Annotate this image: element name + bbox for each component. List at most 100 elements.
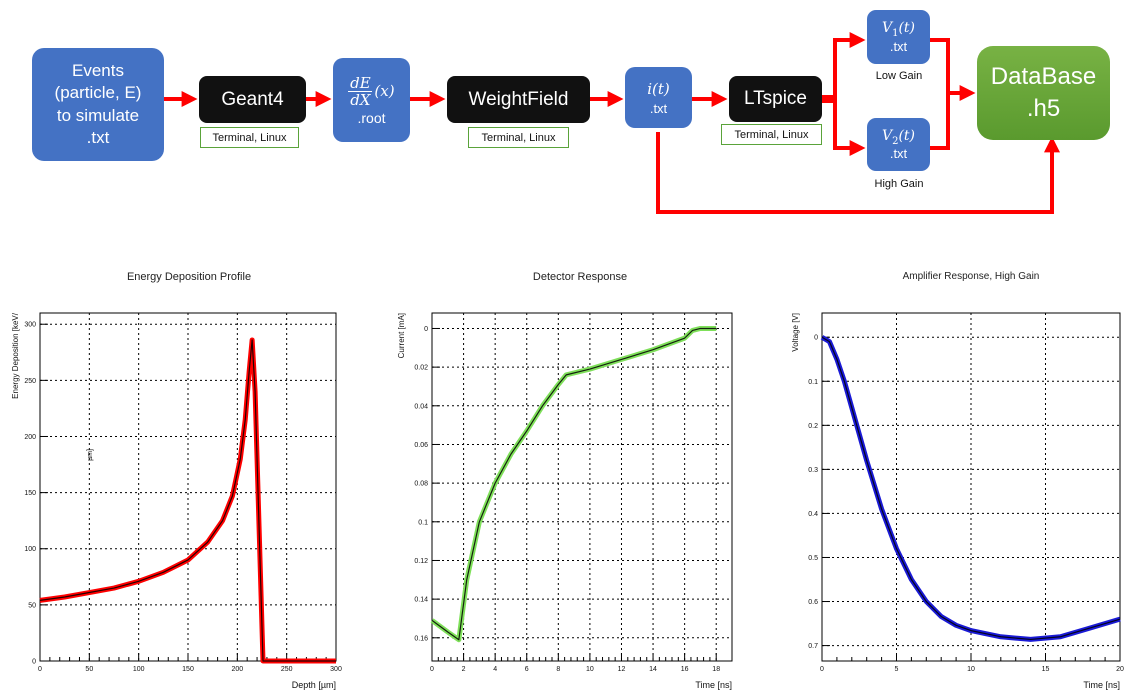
it-extension: .txt: [649, 100, 668, 116]
v2-box: V2(t) .txt: [867, 118, 930, 171]
x-tick-label: 14: [649, 666, 657, 673]
geant4-box: Geant4: [199, 76, 306, 123]
weightfield-box: WeightField: [447, 76, 590, 123]
x-tick-label: 8: [556, 666, 560, 673]
weightfield-label: WeightField: [468, 88, 569, 110]
v1-symbol: V: [881, 20, 893, 37]
y-tick-label: 0.1: [418, 519, 428, 526]
x-tick-label: 10: [967, 666, 975, 673]
it-math: i(t): [647, 79, 670, 98]
x-tick-label: 2: [462, 666, 466, 673]
geant4-note: Terminal, Linux: [200, 127, 299, 148]
ltspice-label: LTspice: [743, 88, 807, 109]
chart2-title: Detector Response: [532, 271, 628, 283]
y-tick-label: 0.2: [808, 423, 818, 430]
x-tick-label: 4: [493, 666, 497, 673]
v1-argument: (t): [898, 20, 916, 37]
events-line-1: Events: [72, 61, 124, 81]
dedx-box: dE dX (x) .root: [333, 58, 410, 142]
dedx-denominator: dX: [350, 90, 371, 109]
y-tick-label: 0.14: [414, 597, 428, 604]
weightfield-note: Terminal, Linux: [468, 127, 569, 148]
chart2: 0 2 4 6 8 10 12 14 16 18 0 0.02 0.04 0.06 0.08 0.1 0.12 0…: [397, 312, 733, 690]
v1-extension: .txt: [889, 38, 908, 54]
x-tick-label: 20: [1116, 666, 1124, 673]
x-tick-label: 15: [1042, 666, 1050, 673]
y-tick-label: 0.02: [414, 365, 428, 372]
events-line-3: to simulate: [56, 105, 140, 125]
x-tick-label: 250: [281, 666, 293, 673]
x-tick-label: 50: [85, 666, 93, 673]
y-tick-label: 0.1: [808, 379, 818, 386]
y-tick-label: 150: [24, 490, 36, 497]
v2-symbol: V: [881, 127, 893, 144]
y-tick-label: 100: [24, 546, 36, 553]
y-tick-label: 0: [814, 335, 818, 342]
dedx-argument: (x): [374, 82, 395, 100]
arrow-ltspice-v2: [822, 99, 866, 156]
x-axis-label: Time [ns]: [1083, 680, 1120, 690]
arrow-ltspice-v1: [822, 32, 866, 99]
v1-box: V1(t) .txt: [867, 10, 930, 64]
x-tick-label: 5: [895, 666, 899, 673]
geant4-label: Geant4: [221, 88, 284, 110]
y-tick-label: 0.3: [808, 467, 818, 474]
y-tick-label: 50: [28, 602, 36, 609]
y-tick-label: 300: [24, 322, 36, 329]
y-tick-label: 0.5: [808, 555, 818, 562]
it-box: i(t) .txt: [625, 67, 692, 128]
database-line-2: .h5: [1026, 95, 1061, 122]
x-tick-label: 0: [38, 666, 42, 673]
ltspice-note: Terminal, Linux: [721, 124, 822, 145]
dedx-numerator: dE: [350, 73, 371, 92]
database-box: DataBase .h5: [977, 46, 1110, 140]
y-axis-label: Current [mA]: [397, 313, 406, 358]
y-tick-label: 250: [24, 378, 36, 385]
x-axis-label: Depth [µm]: [292, 680, 336, 690]
x-tick-label: 18: [712, 666, 720, 673]
dedx-fraction-bar: [348, 90, 373, 92]
v1-subscript: 1: [892, 27, 899, 39]
stray-unit-label: µm]: [87, 449, 94, 461]
x-tick-label: 6: [525, 666, 529, 673]
y-tick-label: 0: [424, 326, 428, 333]
y-tick-label: 200: [24, 434, 36, 441]
series-core-line: [431, 327, 717, 641]
chart1-title: Energy Deposition Profile: [126, 271, 252, 283]
y-tick-label: 0.12: [414, 558, 428, 565]
y-tick-label: 0.08: [414, 481, 428, 488]
y-tick-label: 0.7: [808, 643, 818, 650]
x-tick-label: 300: [330, 666, 342, 673]
x-tick-label: 12: [618, 666, 626, 673]
chart3-title: Amplifier Response, High Gain: [902, 271, 1040, 282]
flow-arrows: [164, 32, 1060, 214]
x-tick-label: 16: [681, 666, 689, 673]
y-tick-label: 0.04: [414, 403, 428, 410]
chart1: 0 50 100 150 200 250 300 0 50 100 150 200 250 300 Dept…: [11, 312, 342, 690]
chart3: 0 5 10 15 20 0 0.1 0.2 0.3 0.4 0.5 0.6 0.7 Time [ns] V…: [791, 312, 1124, 690]
low-gain-label: Low Gain: [875, 70, 923, 82]
y-tick-label: 0.4: [808, 511, 818, 518]
x-tick-label: 100: [133, 666, 145, 673]
v2-argument: (t): [898, 127, 916, 144]
x-axis-label: Time [ns]: [695, 680, 732, 690]
x-tick-label: 150: [182, 666, 194, 673]
x-tick-label: 0: [820, 666, 824, 673]
ltspice-box: LTspice: [729, 76, 822, 122]
v2-subscript: 2: [892, 135, 899, 147]
x-tick-label: 10: [586, 666, 594, 673]
database-line-1: DataBase: [990, 62, 1097, 90]
y-tick-label: 0.16: [414, 635, 428, 642]
series-core-line: [821, 336, 1121, 641]
y-axis-label: Energy Deposition [keV/: [11, 312, 20, 399]
arrow-it-database: [656, 132, 1060, 214]
high-gain-label: High Gain: [874, 178, 924, 190]
y-axis-label: Voltage [V]: [791, 313, 800, 352]
events-line-2: (particle, E): [54, 83, 142, 103]
arrow-v1-merge: [930, 38, 950, 150]
x-tick-label: 0: [430, 666, 434, 673]
v2-extension: .txt: [889, 146, 908, 162]
dedx-extension: .root: [357, 109, 386, 126]
y-tick-label: 0: [32, 659, 36, 666]
plot-frame: [431, 312, 733, 662]
